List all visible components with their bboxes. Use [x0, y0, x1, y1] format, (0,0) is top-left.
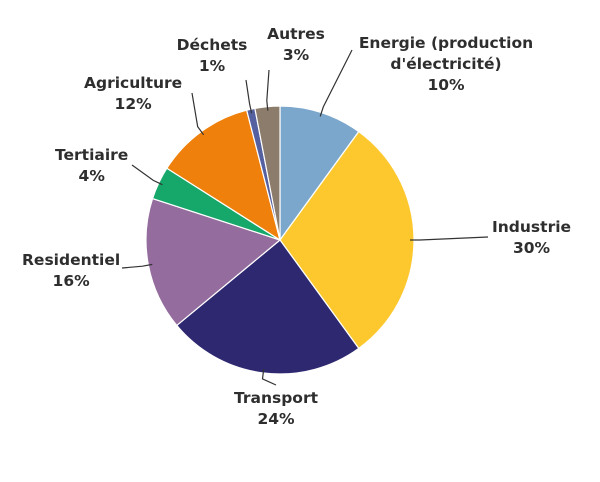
slice-value-label-tertiaire: 4% [79, 167, 106, 185]
leader-line-déchets [245, 79, 253, 114]
leader-line-tertiaire [131, 164, 163, 186]
leader-line-industrie [410, 236, 489, 241]
slice-value-label-déchets: 1% [199, 57, 226, 75]
slice-value-label-industrie: 30% [513, 239, 551, 257]
slice-category-label-energie-production: Energie (production [359, 34, 533, 52]
slice-labels: Energie (production d'électricité) 10% Indu… [22, 25, 571, 428]
slice-value-label-energie-production: 10% [427, 76, 465, 94]
slice-category-label-agriculture: Agriculture [84, 74, 182, 92]
slice-value-label-agriculture: 12% [115, 95, 153, 113]
slice-category-label-déchets: Déchets [177, 36, 248, 54]
pie-slices [145, 105, 415, 375]
slice-category-label-tertiaire: Tertiaire [55, 146, 128, 164]
slice-value-label-residentiel: 16% [53, 272, 91, 290]
slice-category-label-transport: Transport [234, 389, 319, 407]
leader-line-autres [266, 69, 270, 111]
leader-line-energie-production [319, 49, 353, 117]
leader-line-agriculture [191, 92, 205, 136]
slice-category-label-energie-production: d'électricité) [390, 55, 501, 73]
leader-line-residentiel [121, 263, 153, 269]
slice-value-label-autres: 3% [283, 46, 310, 64]
slice-value-label-transport: 24% [257, 410, 295, 428]
slice-category-label-autres: Autres [267, 25, 325, 43]
leader-line-transport [261, 368, 277, 386]
slice-category-label-industrie: Industrie [492, 218, 571, 236]
leader-lines [121, 49, 489, 386]
slice-category-label-residentiel: Residentiel [22, 251, 120, 269]
